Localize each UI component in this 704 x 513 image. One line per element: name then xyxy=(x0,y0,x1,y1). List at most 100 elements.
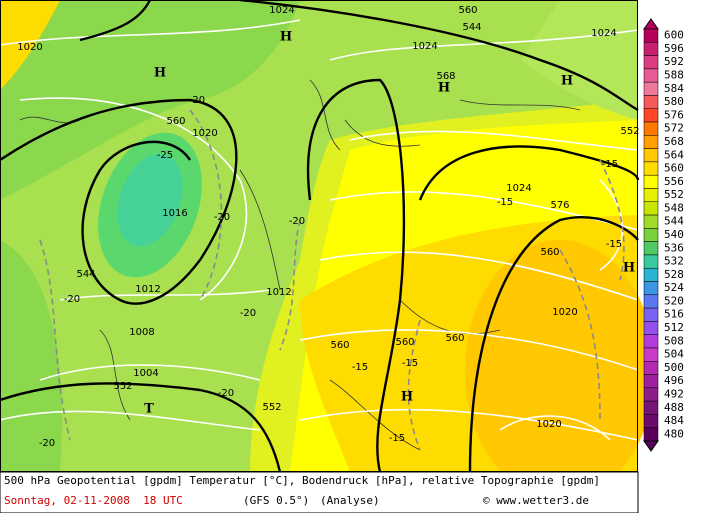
legend-swatch xyxy=(643,55,659,70)
contour-label: -20 xyxy=(240,308,256,319)
legend-swatch xyxy=(643,148,659,163)
contour-label: 1004 xyxy=(133,368,158,379)
contour-label: 1024 xyxy=(269,5,294,16)
legend-label: 480 xyxy=(664,427,684,440)
legend-label: 548 xyxy=(664,201,684,214)
legend-swatch xyxy=(643,161,659,176)
contour-label: 1016 xyxy=(162,208,187,219)
legend-swatch xyxy=(643,28,659,43)
contour-label: -20 xyxy=(218,388,234,399)
contour-label: 1024 xyxy=(591,28,616,39)
contour-label: 1020 xyxy=(536,419,561,430)
legend-swatch xyxy=(643,254,659,269)
legend-swatch xyxy=(643,121,659,136)
legend-swatch xyxy=(643,228,659,242)
contour-label: -20 xyxy=(64,294,80,305)
legend-label: 496 xyxy=(664,374,684,387)
legend-label: 552 xyxy=(664,188,684,201)
contour-label: 1012 xyxy=(135,284,160,295)
contour-label: 1020 xyxy=(17,42,42,53)
legend-swatch xyxy=(643,81,659,96)
map-labels: 1024 560 544 1024 1020 1024 568 -20 560 1020 -25 55… xyxy=(17,5,639,449)
pressure-center: H xyxy=(438,81,450,96)
legend-label: 592 xyxy=(664,55,684,68)
legend-swatch xyxy=(643,307,659,322)
region xyxy=(0,0,60,90)
legend-label: 492 xyxy=(664,387,684,400)
legend-swatch xyxy=(643,135,659,149)
legend-label: 564 xyxy=(664,148,684,161)
map xyxy=(0,0,655,500)
contour-label: -25 xyxy=(157,150,173,161)
contour-label: -15 xyxy=(402,358,418,369)
contour-label: -15 xyxy=(497,197,513,208)
contour-label: 552 xyxy=(620,126,639,137)
legend-arrow-top xyxy=(643,18,659,30)
legend-label: 512 xyxy=(664,321,684,334)
legend-swatch xyxy=(643,188,659,203)
pressure-center: H xyxy=(561,74,573,89)
legend-swatch xyxy=(643,95,659,109)
legend-swatch xyxy=(643,267,659,282)
legend-label: 488 xyxy=(664,401,684,414)
legend-swatch xyxy=(643,108,659,123)
pressure-center: H xyxy=(154,66,166,81)
legend-label: 544 xyxy=(664,215,684,228)
contour-label: 1008 xyxy=(129,327,154,338)
contour-label: -15 xyxy=(389,433,405,444)
legend-label: 536 xyxy=(664,241,684,254)
contour-label: 560 xyxy=(395,337,414,348)
legend-label: 504 xyxy=(664,348,684,361)
contour-label: 552 xyxy=(113,381,132,392)
contour-label: -20 xyxy=(39,438,55,449)
legend-label: 556 xyxy=(664,175,684,188)
legend-label: 524 xyxy=(664,281,684,294)
legend-label: 596 xyxy=(664,42,684,55)
legend-label: 540 xyxy=(664,228,684,241)
footer-model: (GFS 0.5°) xyxy=(243,494,309,507)
legend-swatch xyxy=(643,400,659,415)
legend-label: 516 xyxy=(664,308,684,321)
contour-label: 560 xyxy=(445,333,464,344)
legend-swatch xyxy=(643,347,659,362)
legend-arrow-bottom xyxy=(643,440,659,452)
pressure-center: H xyxy=(623,261,635,276)
pressure-center: T xyxy=(144,402,154,417)
legend-label: 484 xyxy=(664,414,684,427)
legend-swatch xyxy=(643,42,659,56)
legend-swatch xyxy=(643,427,659,442)
region xyxy=(0,0,300,200)
footer-analysis: (Analyse) xyxy=(320,494,380,507)
legend-swatch xyxy=(643,374,659,389)
footer-box xyxy=(0,471,639,513)
legend-swatch xyxy=(643,174,659,189)
contour-label: 544 xyxy=(462,22,481,33)
contour-label: -20 xyxy=(214,212,230,223)
contour-label: -20 xyxy=(189,95,205,106)
footer-credit: © www.wetter3.de xyxy=(483,494,589,507)
coastline xyxy=(19,79,581,451)
contour-label: 560 xyxy=(540,247,559,258)
legend: 6005965925885845805765725685645605565525… xyxy=(643,18,684,452)
footer-date: Sonntag, 02-11-2008 18 UTC xyxy=(4,494,183,507)
legend-label: 528 xyxy=(664,268,684,281)
legend-label: 576 xyxy=(664,108,684,121)
contour-label: -15 xyxy=(606,239,622,250)
pressure-center: H xyxy=(401,390,413,405)
footer-title: 500 hPa Geopotential [gpdm] Temperatur [… xyxy=(4,474,600,487)
legend-swatch xyxy=(643,361,659,375)
contour-label: 1020 xyxy=(552,307,577,318)
contour-label: 560 xyxy=(330,340,349,351)
legend-label: 520 xyxy=(664,294,684,307)
legend-label: 580 xyxy=(664,95,684,108)
legend-swatch xyxy=(643,281,659,296)
legend-swatch xyxy=(643,387,659,402)
legend-swatch xyxy=(643,414,659,428)
contour-label: -15 xyxy=(352,362,368,373)
contour-label: 1024 xyxy=(412,41,437,52)
legend-label: 600 xyxy=(664,29,684,42)
legend-swatch xyxy=(643,68,659,83)
legend-label: 588 xyxy=(664,69,684,82)
contour-label: 1012 xyxy=(266,287,291,298)
